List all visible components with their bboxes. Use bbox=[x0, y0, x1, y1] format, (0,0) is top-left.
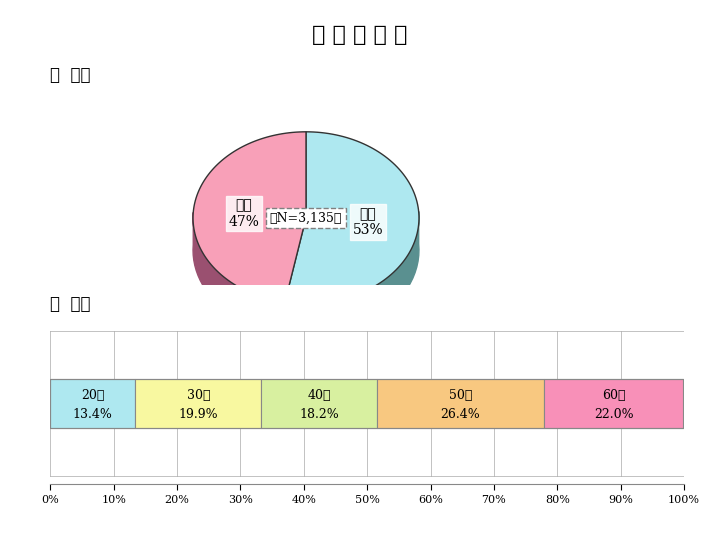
Polygon shape bbox=[193, 213, 285, 335]
Text: 40代: 40代 bbox=[307, 389, 330, 402]
Text: 50代: 50代 bbox=[449, 389, 472, 402]
Text: 20代: 20代 bbox=[81, 389, 104, 402]
Polygon shape bbox=[285, 211, 419, 336]
FancyBboxPatch shape bbox=[261, 379, 377, 428]
Text: 18.2%: 18.2% bbox=[300, 408, 339, 421]
FancyBboxPatch shape bbox=[135, 379, 261, 428]
Polygon shape bbox=[193, 132, 306, 302]
Text: （N=3,135）: （N=3,135） bbox=[270, 211, 342, 224]
Text: 26.4%: 26.4% bbox=[441, 408, 480, 421]
Text: 13.4%: 13.4% bbox=[73, 408, 113, 421]
FancyBboxPatch shape bbox=[377, 379, 544, 428]
Text: 男性
53%: 男性 53% bbox=[353, 207, 383, 237]
Text: 30代: 30代 bbox=[186, 389, 210, 402]
Polygon shape bbox=[285, 132, 419, 304]
Text: １  性別: １ 性別 bbox=[50, 67, 91, 84]
Text: 19.9%: 19.9% bbox=[179, 408, 218, 421]
Text: 女性
47%: 女性 47% bbox=[229, 199, 260, 229]
Text: 22.0%: 22.0% bbox=[594, 408, 634, 421]
FancyBboxPatch shape bbox=[544, 379, 683, 428]
Text: ２  年代: ２ 年代 bbox=[50, 296, 91, 313]
Text: 60代: 60代 bbox=[602, 389, 626, 402]
FancyBboxPatch shape bbox=[50, 379, 135, 428]
Text: 回 答 者 属 性: 回 答 者 属 性 bbox=[312, 24, 408, 46]
